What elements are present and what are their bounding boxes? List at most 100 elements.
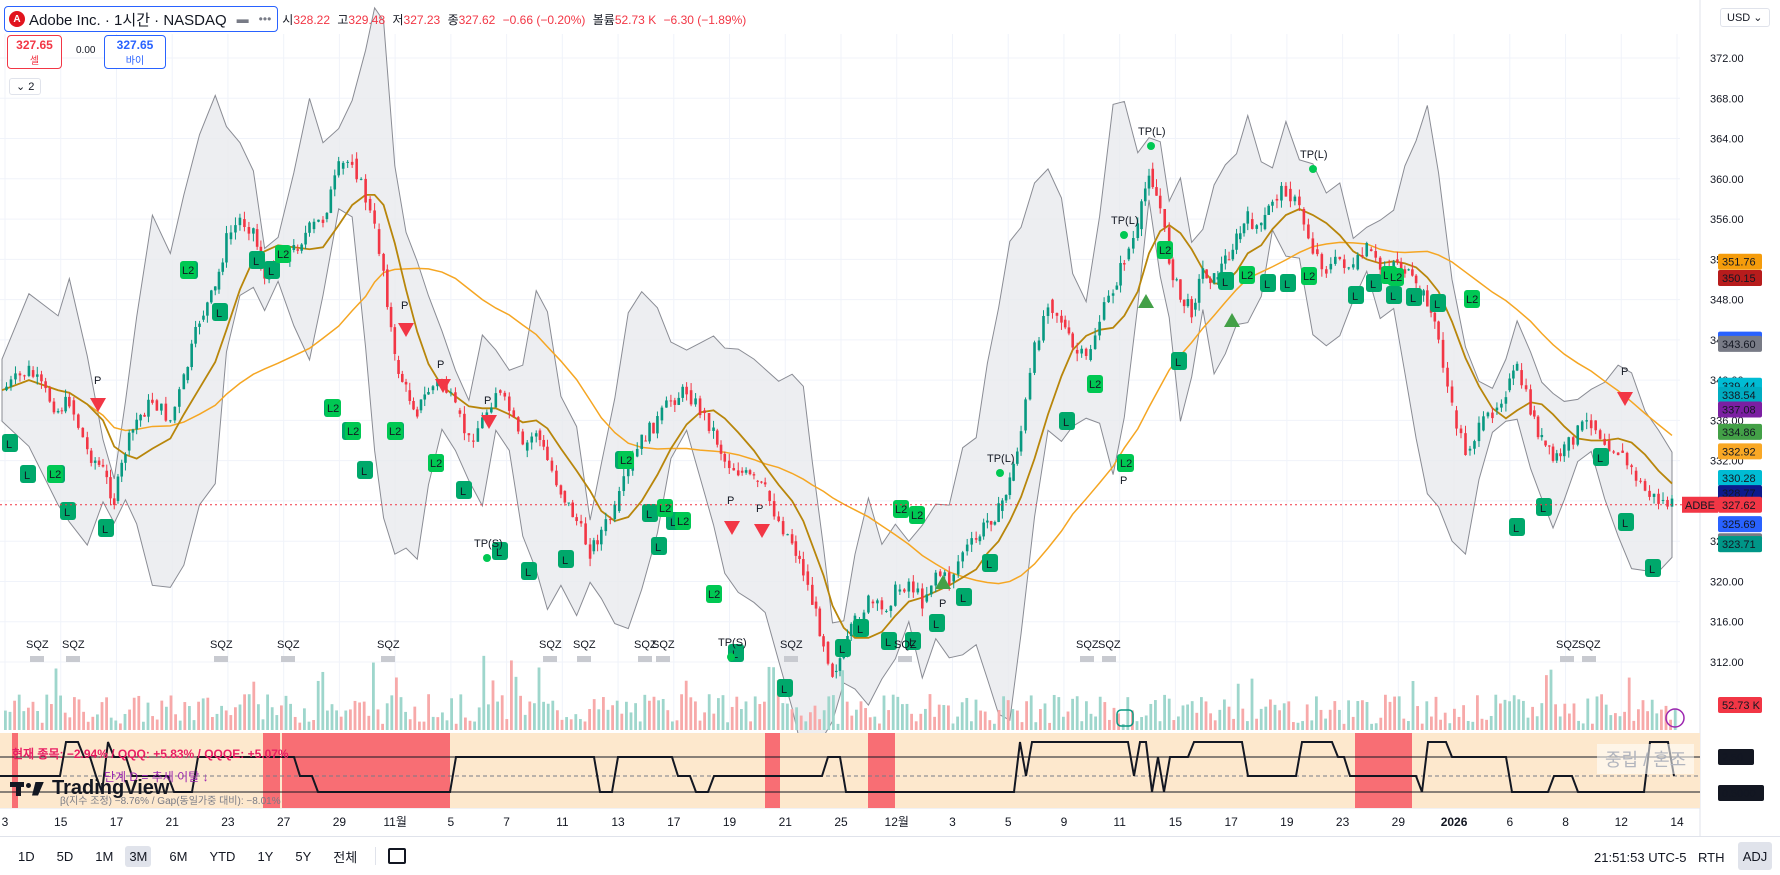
range-6m[interactable]: 6M (169, 848, 188, 864)
buy-button[interactable]: 327.65 바이 (104, 35, 166, 69)
earnings-event-icon[interactable] (1116, 709, 1134, 727)
range-1y[interactable]: 1Y (257, 848, 274, 864)
range-3m[interactable]: 3M (125, 845, 152, 867)
volume-bar (625, 701, 628, 730)
candle-body (1102, 302, 1106, 320)
candle-body (1455, 410, 1458, 429)
volume-bar (1324, 718, 1327, 730)
candle-body (393, 327, 397, 354)
adj-toggle[interactable]: ADJ (1738, 842, 1772, 870)
volume-bar (730, 706, 734, 730)
flag-icon[interactable]: ▬ (236, 12, 249, 26)
candle-body (989, 521, 993, 525)
candle-body (1316, 249, 1319, 255)
candle-body (1407, 269, 1410, 271)
candle-body (1411, 269, 1414, 276)
volume-bar (505, 719, 509, 730)
range-5d[interactable]: 5D (56, 848, 74, 864)
volume-bar (565, 717, 568, 730)
volume-bar (1135, 721, 1139, 730)
candle-body (1508, 378, 1511, 391)
session-toggle[interactable]: RTH (1698, 850, 1725, 865)
long-signal-marker (1406, 288, 1422, 306)
indicators-toggle[interactable]: ⌄ 2 (9, 78, 42, 95)
volume-bar (1255, 718, 1258, 730)
volume-bar (896, 696, 900, 730)
volume-bar (1522, 700, 1525, 730)
candle-body (1171, 259, 1175, 281)
candle-body (1311, 238, 1315, 254)
long-signal-marker (1618, 513, 1634, 531)
symbol-selector[interactable]: A Adobe Inc. · 1시간 · NASDAQ ▬ ••• (4, 6, 279, 32)
candle-body (584, 523, 587, 545)
squeeze-bar (30, 656, 44, 662)
currency-selector[interactable]: USD ⌄ (1720, 8, 1770, 27)
volume-bar (799, 715, 803, 730)
price-axis-tag-label: 337.08 (1722, 405, 1756, 417)
volume-bar (1016, 710, 1019, 730)
range-ytd[interactable]: YTD (209, 848, 236, 864)
candle-body (213, 286, 217, 291)
volume-bar (983, 711, 987, 730)
x-tick-label: 19 (1280, 815, 1294, 829)
take-profit-dot (1147, 142, 1155, 150)
range-1d[interactable]: 1D (18, 848, 35, 864)
long-signal-marker (1171, 352, 1187, 370)
candle-body (1585, 420, 1589, 422)
candle-body (768, 490, 771, 502)
candle-body (292, 244, 296, 251)
volume-bar (859, 701, 863, 730)
volume-bar (1448, 723, 1452, 730)
candle-body (525, 442, 529, 451)
volume-bar (712, 713, 716, 730)
squeeze-bar (381, 656, 395, 662)
candle-body (756, 480, 759, 482)
long2-signal-label: L2 (895, 504, 907, 516)
volume-bar (1071, 698, 1074, 730)
candle-body (499, 390, 502, 393)
candle-body (472, 440, 475, 442)
candle-body (1559, 453, 1562, 457)
squeeze-bar (1582, 656, 1596, 662)
volume-bar (937, 704, 941, 730)
candle-body (947, 572, 951, 585)
x-tick-label: 15 (54, 815, 68, 829)
oscillator-alert-zone (263, 733, 280, 808)
more-dots-icon[interactable]: ••• (258, 12, 272, 26)
volume-bar (919, 713, 923, 730)
tradingview-logo[interactable]: TradingView (10, 777, 169, 800)
x-tick-label: 8 (1562, 815, 1569, 829)
lightning-event-icon[interactable] (1665, 708, 1685, 728)
range-5y[interactable]: 5Y (295, 848, 312, 864)
candle-body (1396, 259, 1399, 263)
volume-bar (1273, 704, 1277, 730)
long2-signal-label: L2 (182, 265, 194, 277)
candle-body (715, 430, 719, 445)
candle-body (5, 386, 8, 391)
long-signal-marker (1059, 412, 1075, 430)
volume-bar (1117, 713, 1120, 730)
price-chart[interactable]: 372.00368.00364.00360.00356.00352.00348.… (0, 0, 1780, 836)
range-1m[interactable]: 1M (95, 848, 114, 864)
volume-bar (615, 700, 619, 730)
candle-body (127, 432, 131, 451)
long2-signal-marker (275, 245, 291, 263)
volume-bar (1227, 706, 1231, 730)
volume-bar (431, 716, 435, 730)
volume-bar (1637, 709, 1640, 730)
range-all[interactable]: 전체 (333, 849, 358, 865)
sell-button[interactable]: 327.65 셀 (7, 35, 62, 69)
volume-bar (542, 701, 545, 730)
clock-time[interactable]: 21:51:53 UTC-5 (1594, 850, 1687, 865)
candle-body (97, 460, 101, 465)
long-signal-marker (982, 554, 998, 572)
long-signal-marker (1348, 286, 1364, 304)
volume-bar (675, 720, 679, 730)
volume-bar (1140, 717, 1143, 730)
long2-signal-marker (1087, 375, 1103, 393)
candle-body (1063, 319, 1067, 328)
squeeze-label: SQZ (1076, 639, 1099, 651)
calendar-icon[interactable] (388, 848, 407, 864)
oscillator-beta-line: β(지수 조정) −8.76% / Gap(동일가중 대비): −8.01% (60, 796, 281, 807)
squeeze-bar (577, 656, 591, 662)
